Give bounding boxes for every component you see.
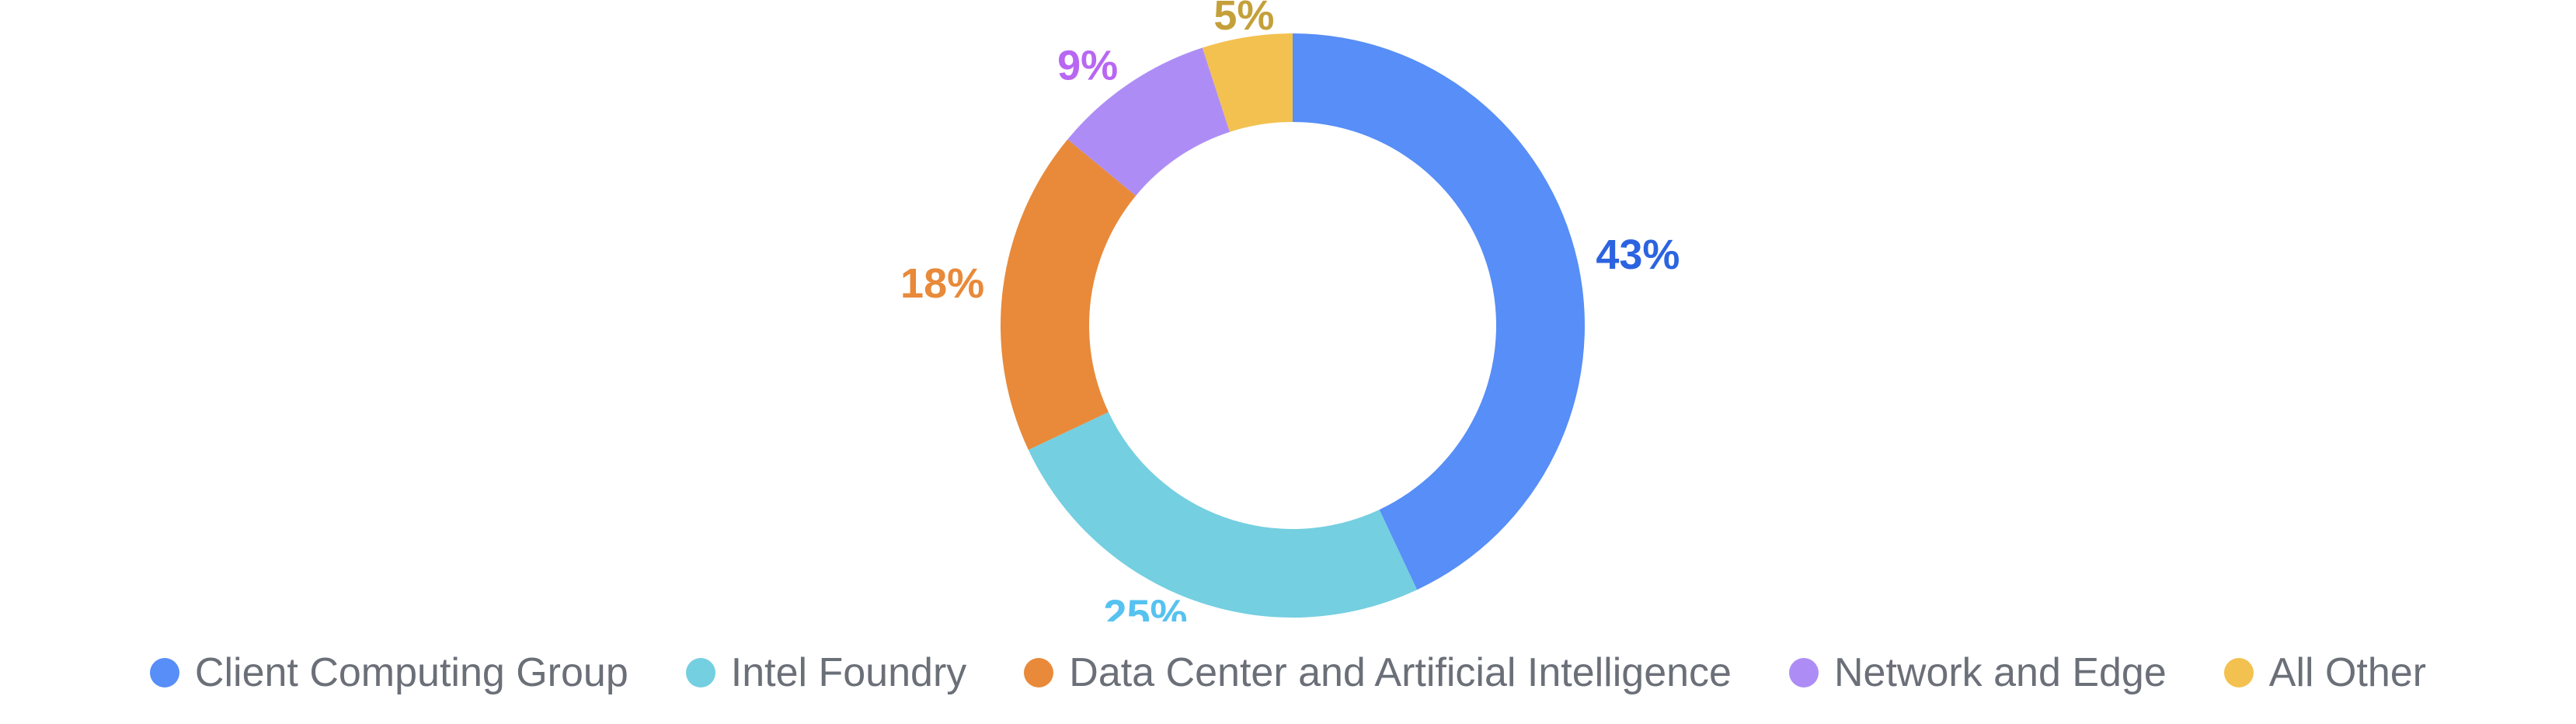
donut-slice-5[interactable] [1202,33,1293,132]
donut-slice-2[interactable] [1028,412,1418,618]
donut-chart-plot: 43% 25% 18% 9% 5% [900,0,1680,621]
legend-item-all-other[interactable]: All Other [2223,649,2427,696]
slice-labels-layer: 43% 25% 18% 9% 5% [900,0,1680,621]
slices-layer [1001,33,1586,618]
legend-swatch [2223,658,2254,687]
legend-item-client-computing-group[interactable]: Client Computing Group [149,649,628,696]
legend-item-network-and-edge[interactable]: Network and Edge [1788,649,2167,696]
legend-swatch [685,658,715,687]
legend-label: Data Center and Artificial Intelligence [1069,650,1732,695]
legend-swatch [1024,658,1054,687]
slice-label-5: 5% [1213,0,1274,39]
legend-swatch [1788,658,1819,687]
legend-label: Intel Foundry [730,650,967,695]
slice-label-3: 18% [900,260,984,307]
legend-label: Network and Edge [1833,650,2167,695]
legend-item-data-center-and-ai[interactable]: Data Center and Artificial Intelligence [1024,649,1732,696]
legend-label: All Other [2268,650,2427,695]
donut-slice-1[interactable] [1293,33,1586,590]
donut-slice-4[interactable] [1067,47,1231,196]
donut-slice-3[interactable] [1001,139,1137,451]
legend-swatch [149,658,179,687]
slice-label-2: 25% [1103,592,1187,621]
legend-item-intel-foundry[interactable]: Intel Foundry [685,649,967,696]
slice-label-1: 43% [1596,231,1680,278]
legend-label: Client Computing Group [194,650,628,695]
legend: Client Computing Group Intel Foundry Dat… [0,642,2576,704]
slice-label-4: 9% [1057,42,1118,89]
